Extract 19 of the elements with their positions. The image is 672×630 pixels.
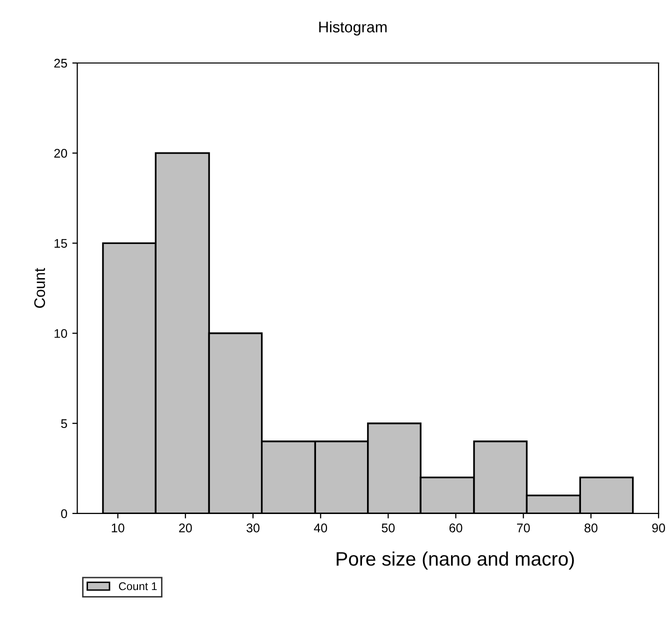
x-tick-label: 70	[517, 524, 530, 532]
x-tick-label: 90	[652, 524, 666, 532]
x-tick-label: 30	[246, 524, 260, 532]
legend-label: Count 1	[118, 582, 157, 590]
y-tick-label: 25	[54, 58, 68, 68]
x-tick-label: 40	[314, 524, 328, 532]
y-axis-title: Count	[34, 268, 46, 308]
y-tick-label: 20	[54, 148, 68, 158]
y-tick-label: 15	[54, 239, 68, 248]
x-axis-title: Pore size (nano and macro)	[336, 551, 574, 570]
x-tick-label: 50	[382, 524, 395, 532]
x-tick-label: 80	[584, 524, 598, 532]
x-tick-label: 20	[179, 524, 192, 532]
x-tick-label: 10	[112, 524, 124, 532]
y-tick-label: 5	[61, 419, 68, 428]
chart-title: Histogram	[319, 21, 387, 36]
y-tick-label: 10	[54, 329, 68, 338]
x-tick-label: 60	[449, 524, 462, 532]
y-tick-label: 0	[61, 509, 68, 518]
